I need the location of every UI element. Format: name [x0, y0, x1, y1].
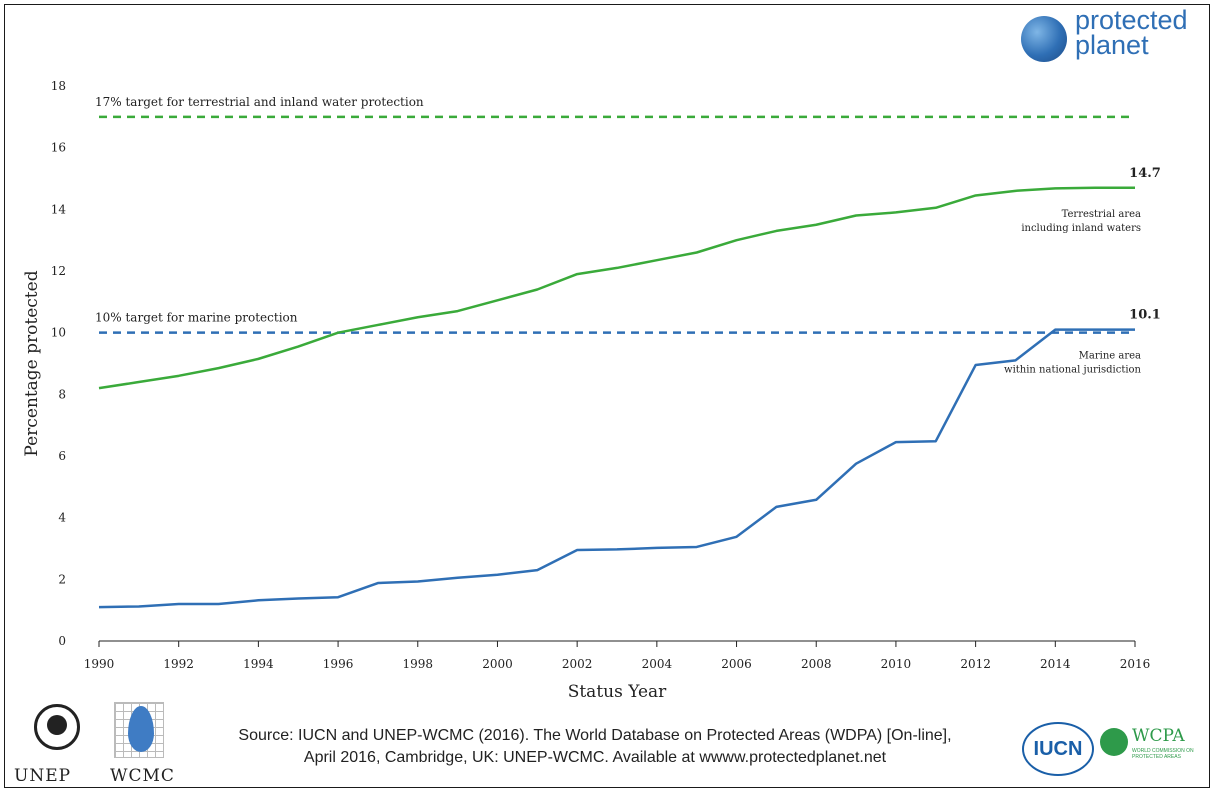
iucn-logo: IUCN — [1022, 722, 1094, 776]
x-tick-label: 1992 — [163, 657, 194, 671]
x-tick-label: 2006 — [721, 657, 752, 671]
x-tick-label: 2004 — [642, 657, 673, 671]
marine-series-line — [98, 328, 1135, 609]
wcmc-logo: WCMC — [108, 700, 188, 790]
x-tick-label: 2008 — [801, 657, 832, 671]
chart-series — [98, 186, 1135, 609]
chart-annotations: 14.7 Terrestrial area including inland wat… — [1004, 166, 1161, 376]
x-tick-label: 1998 — [402, 657, 433, 671]
x-tick-label: 1996 — [323, 657, 354, 671]
wcpa-label: WCPA — [1132, 726, 1185, 746]
x-tick-label: 2010 — [881, 657, 912, 671]
x-tick-label: 2012 — [960, 657, 991, 671]
terrestrial-end-value: 14.7 — [1129, 166, 1161, 181]
y-tick-label: 18 — [51, 79, 66, 93]
y-axis-title: Percentage protected — [22, 270, 42, 456]
unep-label: UNEP — [14, 766, 72, 786]
wcpa-sub-label: WORLD COMMISSION ON PROTECTED AREAS — [1132, 748, 1194, 760]
terrestrial-desc-line-1: Terrestrial area — [1062, 209, 1141, 220]
source-line-1: Source: IUCN and UNEP-WCMC (2016). The W… — [238, 727, 952, 744]
y-tick-label: 8 — [58, 387, 66, 401]
chart-axes: 1990 1992 1994 1996 1998 2000 2002 2004 2006 2008… — [22, 79, 1150, 700]
wcmc-label: WCMC — [110, 766, 175, 786]
x-tick-label: 2002 — [562, 657, 593, 671]
unep-emblem-icon — [34, 704, 80, 750]
y-tick-label: 2 — [58, 572, 66, 586]
globe-icon — [1021, 16, 1067, 62]
y-tick-label: 16 — [51, 141, 66, 155]
protected-planet-logo: protected planet — [1015, 5, 1205, 74]
protected-area-chart: 1990 1992 1994 1996 1998 2000 2002 2004 2006 2008… — [22, 79, 1161, 700]
terrestrial-desc-line-2: including inland waters — [1021, 223, 1141, 234]
marine-end-value: 10.1 — [1129, 308, 1161, 323]
source-citation: Source: IUCN and UNEP-WCMC (2016). The W… — [190, 725, 1000, 769]
x-tick-label: 2014 — [1040, 657, 1071, 671]
terrestrial-series-line — [98, 186, 1135, 390]
y-tick-label: 4 — [58, 511, 66, 525]
y-tick-label: 14 — [51, 202, 67, 216]
x-tick-label: 1990 — [84, 657, 115, 671]
y-tick-label: 0 — [58, 634, 66, 648]
x-tick-label: 1994 — [243, 657, 274, 671]
x-tick-label: 2016 — [1120, 657, 1151, 671]
y-tick-label: 6 — [58, 449, 66, 463]
terrestrial_target-label: 17% target for terrestrial and inland wa… — [95, 95, 424, 109]
marine_target-label: 10% target for marine protection — [95, 311, 298, 325]
protected-planet-wordmark: protected planet — [1075, 5, 1188, 60]
wcmc-drop-icon — [128, 706, 154, 752]
wcpa-logo: WCPA WORLD COMMISSION ON PROTECTED AREAS — [1100, 722, 1204, 776]
wcpa-icon — [1100, 728, 1128, 756]
x-tick-label: 2000 — [482, 657, 513, 671]
marine-desc-line-1: Marine area — [1079, 351, 1141, 362]
x-axis-title: Status Year — [568, 682, 667, 700]
figure-frame — [4, 4, 1210, 788]
y-tick-label: 10 — [51, 326, 66, 340]
unep-logo: UNEP — [14, 700, 100, 790]
marine-desc-line-2: within national jurisdiction — [1004, 365, 1142, 376]
y-tick-label: 12 — [51, 264, 66, 278]
source-line-2: April 2016, Cambridge, UK: UNEP-WCMC. Av… — [303, 749, 887, 766]
iucn-label: IUCN — [1033, 738, 1083, 760]
target-lines: 17% target for terrestrial and inland wa… — [95, 95, 1135, 334]
